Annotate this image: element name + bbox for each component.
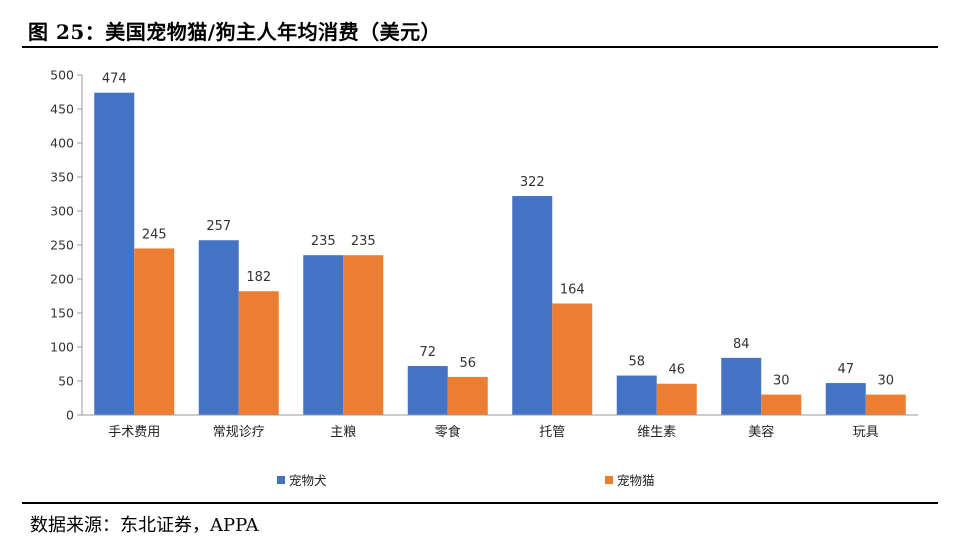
data-label: 164 [560,282,585,297]
y-tick-label: 400 [50,136,74,151]
data-label: 235 [351,234,376,249]
y-axis: 0 50 100 150 200 250 300 350 400 450 500 [50,68,83,423]
data-label: 322 [520,175,545,190]
legend: 宠物犬 宠物猫 [277,473,655,488]
data-label: 245 [142,227,167,242]
data-label: 46 [668,363,685,378]
bar-dog [721,357,762,415]
data-label: 30 [773,374,790,389]
data-label: 58 [628,355,645,370]
x-category-label: 主粮 [330,425,356,440]
x-category-label: 美容 [748,424,774,440]
data-label: 474 [102,72,127,87]
bar-dog [198,240,239,415]
x-category-label: 手术费用 [108,425,160,440]
x-category-label: 托管 [539,425,565,440]
y-tick-label: 450 [50,102,74,117]
y-tick-label: 200 [50,272,74,287]
bar-cat [134,248,175,415]
bars: 474 245 257 182 235 235 72 56 322 164 58 46 84 30 47 30 [94,72,906,416]
data-label: 56 [459,356,476,371]
title-divider [22,46,938,48]
data-label: 84 [733,337,750,352]
y-tick-label: 150 [50,306,74,321]
y-tick-label: 500 [50,68,74,83]
bar-dog [512,196,553,415]
source-note: 数据来源：东北证券，APPA [30,515,259,536]
bar-cat [865,394,906,415]
legend-label: 宠物猫 [617,473,655,488]
x-category-label: 零食 [435,424,461,440]
y-tick-label: 100 [50,340,74,355]
bar-dog [616,375,657,415]
bar-cat [552,303,593,415]
legend-swatch [277,476,285,484]
bar-dog [825,383,866,415]
y-tick-label: 0 [66,408,74,423]
bar-cat [343,255,384,415]
data-label: 30 [877,374,894,389]
x-category-label: 常规诊疗 [213,425,265,440]
data-label: 257 [206,219,231,234]
bar-dog [303,255,344,415]
x-category-label: 维生素 [637,425,676,440]
bar-dog [407,366,448,415]
x-category-label: 玩具 [853,425,879,440]
bar-cat [761,394,802,415]
data-label: 235 [311,234,336,249]
y-tick-label: 250 [50,238,74,253]
y-tick-label: 350 [50,170,74,185]
bar-dog [94,92,135,416]
y-tick-label: 300 [50,204,74,219]
bar-cat [447,376,488,415]
source-divider [22,502,938,504]
data-label: 72 [419,345,436,360]
legend-swatch [605,476,613,484]
x-axis: 手术费用 常规诊疗 主粮 零食 托管 维生素 美容 玩具 [82,414,918,440]
data-label: 47 [837,362,854,377]
bar-cat [238,291,279,415]
bar-cat [656,383,697,415]
y-tick-label: 50 [58,374,74,389]
data-label: 182 [246,270,271,285]
legend-label: 宠物犬 [289,473,327,488]
figure-title: 图 25：美国宠物猫/狗主人年均消费（美元） [28,20,442,44]
